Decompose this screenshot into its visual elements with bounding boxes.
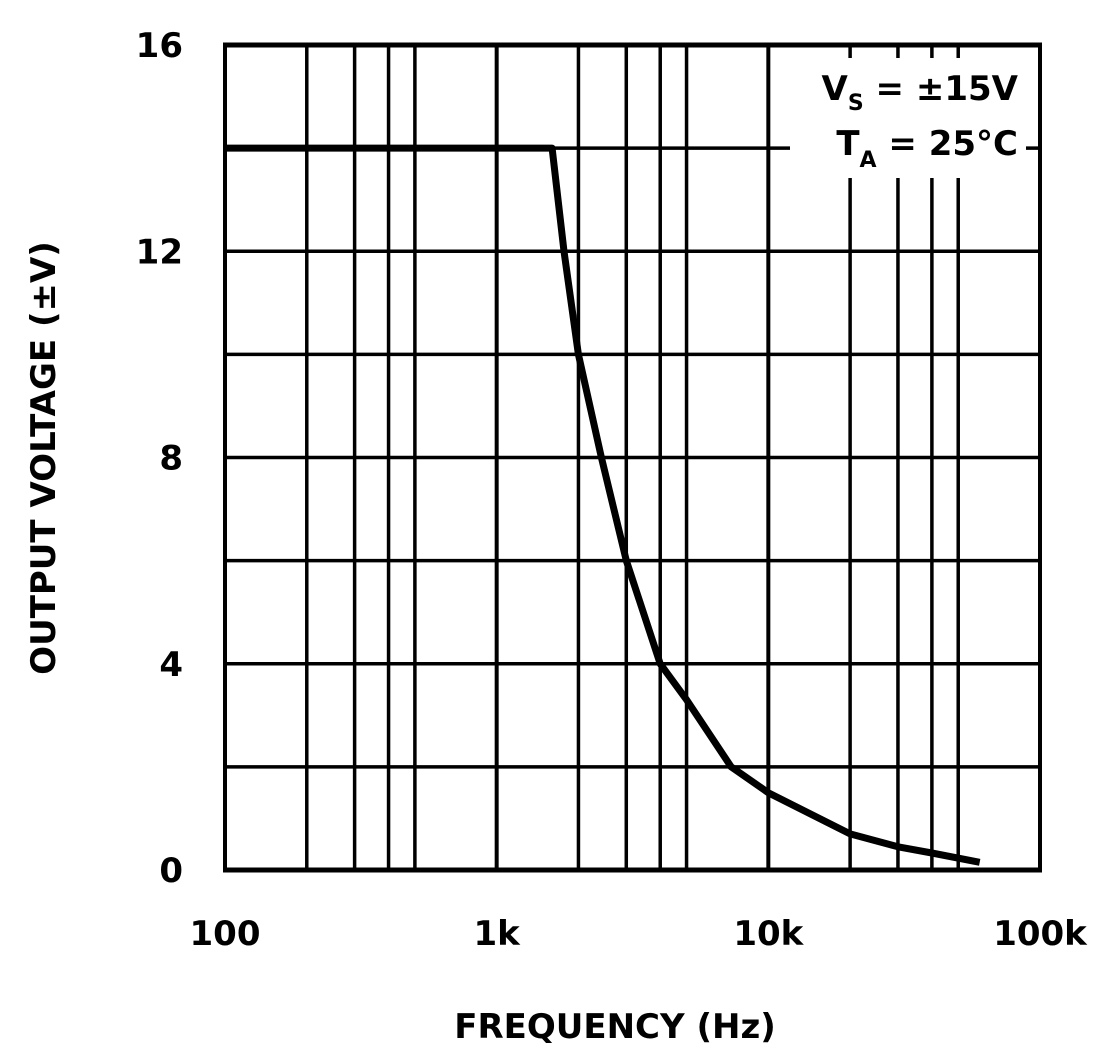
annotation-ta: TA = 25°C (836, 124, 1018, 173)
y-tick-labels: 0 4 8 12 16 (136, 26, 183, 891)
y-tick-label: 16 (136, 26, 183, 66)
grid (223, 42, 1042, 873)
annotation: VS = ±15V TA = 25°C (790, 58, 1026, 178)
y-tick-label: 8 (159, 439, 183, 479)
x-tick-label: 100 (190, 914, 261, 954)
y-tick-label: 0 (159, 851, 183, 891)
x-tick-labels: 100 1k 10k 100k (190, 914, 1089, 954)
y-tick-label: 4 (159, 645, 183, 685)
series-line (225, 144, 981, 866)
x-tick-label: 10k (733, 914, 804, 954)
y-axis-label: OUTPUT VOLTAGE (±V) (24, 241, 64, 675)
x-tick-label: 100k (993, 914, 1088, 954)
annotation-vs: VS = ±15V (822, 69, 1019, 116)
y-tick-label: 12 (136, 232, 183, 272)
x-axis-label: FREQUENCY (Hz) (454, 1007, 776, 1047)
annotation-background (790, 58, 1026, 178)
x-tick-label: 1k (474, 914, 522, 954)
